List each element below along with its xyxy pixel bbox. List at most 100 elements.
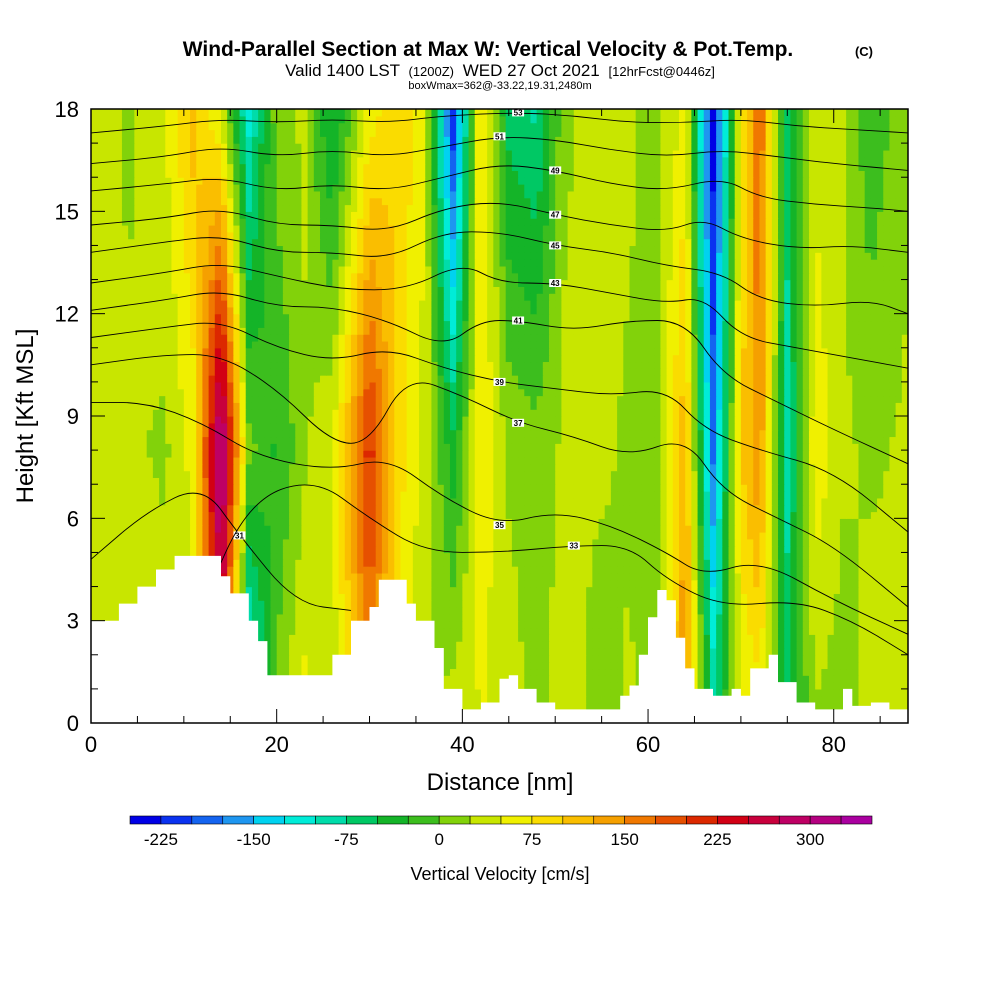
field-cell xyxy=(443,531,451,540)
field-cell xyxy=(617,654,624,663)
field-cell xyxy=(264,647,272,656)
field-cell xyxy=(573,566,581,574)
field-cell xyxy=(740,586,748,594)
field-cell xyxy=(567,647,575,656)
field-cell xyxy=(549,538,556,547)
field-cell xyxy=(877,484,884,492)
field-cell xyxy=(487,600,494,608)
field-cell xyxy=(666,579,674,588)
field-cell xyxy=(654,525,662,533)
field-cell xyxy=(592,600,600,608)
field-cell xyxy=(220,504,228,513)
field-cell xyxy=(505,538,513,547)
field-cell xyxy=(245,593,253,601)
field-cell xyxy=(883,531,891,540)
field-cell xyxy=(765,484,773,492)
field-cell xyxy=(381,545,389,554)
field-cell xyxy=(561,634,569,642)
field-cell xyxy=(641,579,649,588)
field-cell xyxy=(320,504,327,513)
field-cell xyxy=(282,613,290,622)
field-cell xyxy=(672,566,680,574)
field-cell xyxy=(109,600,117,608)
field-cell xyxy=(542,675,550,683)
field-cell xyxy=(641,545,649,554)
field-cell xyxy=(202,463,210,472)
field-cell xyxy=(394,538,402,547)
field-cell xyxy=(567,511,575,519)
field-cell xyxy=(839,579,847,588)
field-cell xyxy=(474,702,482,710)
field-cell xyxy=(91,511,98,519)
field-cell xyxy=(381,572,389,581)
field-cell xyxy=(703,600,711,608)
field-cell xyxy=(332,613,340,622)
field-cell xyxy=(431,559,439,567)
field-cell xyxy=(870,566,878,574)
field-cell xyxy=(251,511,259,519)
field-cell xyxy=(511,586,519,594)
field-cell xyxy=(573,463,581,472)
field-cell xyxy=(146,518,154,526)
field-cell xyxy=(889,511,897,519)
field-cell xyxy=(846,641,853,649)
field-cell xyxy=(301,566,309,574)
field-cell xyxy=(629,525,637,533)
field-cell xyxy=(833,620,841,629)
field-cell xyxy=(790,518,798,526)
field-cell xyxy=(691,511,699,519)
field-cell xyxy=(617,538,624,547)
field-cell xyxy=(474,531,482,540)
field-cell xyxy=(196,545,204,554)
field-cell xyxy=(282,586,290,594)
field-cell xyxy=(691,477,699,485)
field-cell xyxy=(827,518,835,526)
field-cell xyxy=(159,545,166,554)
field-cell xyxy=(511,661,519,670)
field-cell xyxy=(586,647,593,656)
field-cell xyxy=(648,572,655,581)
field-cell xyxy=(629,552,637,560)
field-cell xyxy=(258,518,265,526)
field-cell xyxy=(431,593,439,601)
field-cell xyxy=(499,647,507,656)
field-cell xyxy=(592,688,600,697)
field-cell xyxy=(778,675,785,683)
field-cell xyxy=(524,641,532,649)
field-cell xyxy=(487,497,494,506)
field-cell xyxy=(159,470,166,478)
field-cell xyxy=(901,559,908,567)
field-cell xyxy=(276,572,284,581)
field-cell xyxy=(208,538,216,547)
field-cell xyxy=(808,579,816,588)
field-cell xyxy=(282,504,290,513)
field-cell xyxy=(883,511,891,519)
field-cell xyxy=(320,491,327,499)
field-cell xyxy=(289,600,296,608)
field-cell xyxy=(833,688,841,697)
field-cell xyxy=(697,497,705,506)
field-cell xyxy=(350,531,358,540)
field-cell xyxy=(289,607,296,615)
field-cell xyxy=(870,634,878,642)
field-cell xyxy=(852,600,860,608)
field-cell xyxy=(796,545,804,554)
field-cell xyxy=(320,661,327,670)
field-cell xyxy=(505,600,513,608)
field-cell xyxy=(604,702,612,710)
field-cell xyxy=(802,572,810,581)
field-cell xyxy=(468,627,476,635)
field-cell xyxy=(456,607,463,615)
field-cell xyxy=(598,566,606,574)
field-cell xyxy=(480,695,488,704)
field-cell xyxy=(709,579,717,588)
field-cell xyxy=(839,647,847,656)
field-cell xyxy=(363,552,371,560)
field-cell xyxy=(462,613,470,622)
field-cell xyxy=(678,484,686,492)
field-cell xyxy=(722,641,730,649)
field-cell xyxy=(264,620,272,629)
field-cell xyxy=(282,497,290,506)
field-cell xyxy=(765,497,773,506)
field-cell xyxy=(728,661,736,670)
